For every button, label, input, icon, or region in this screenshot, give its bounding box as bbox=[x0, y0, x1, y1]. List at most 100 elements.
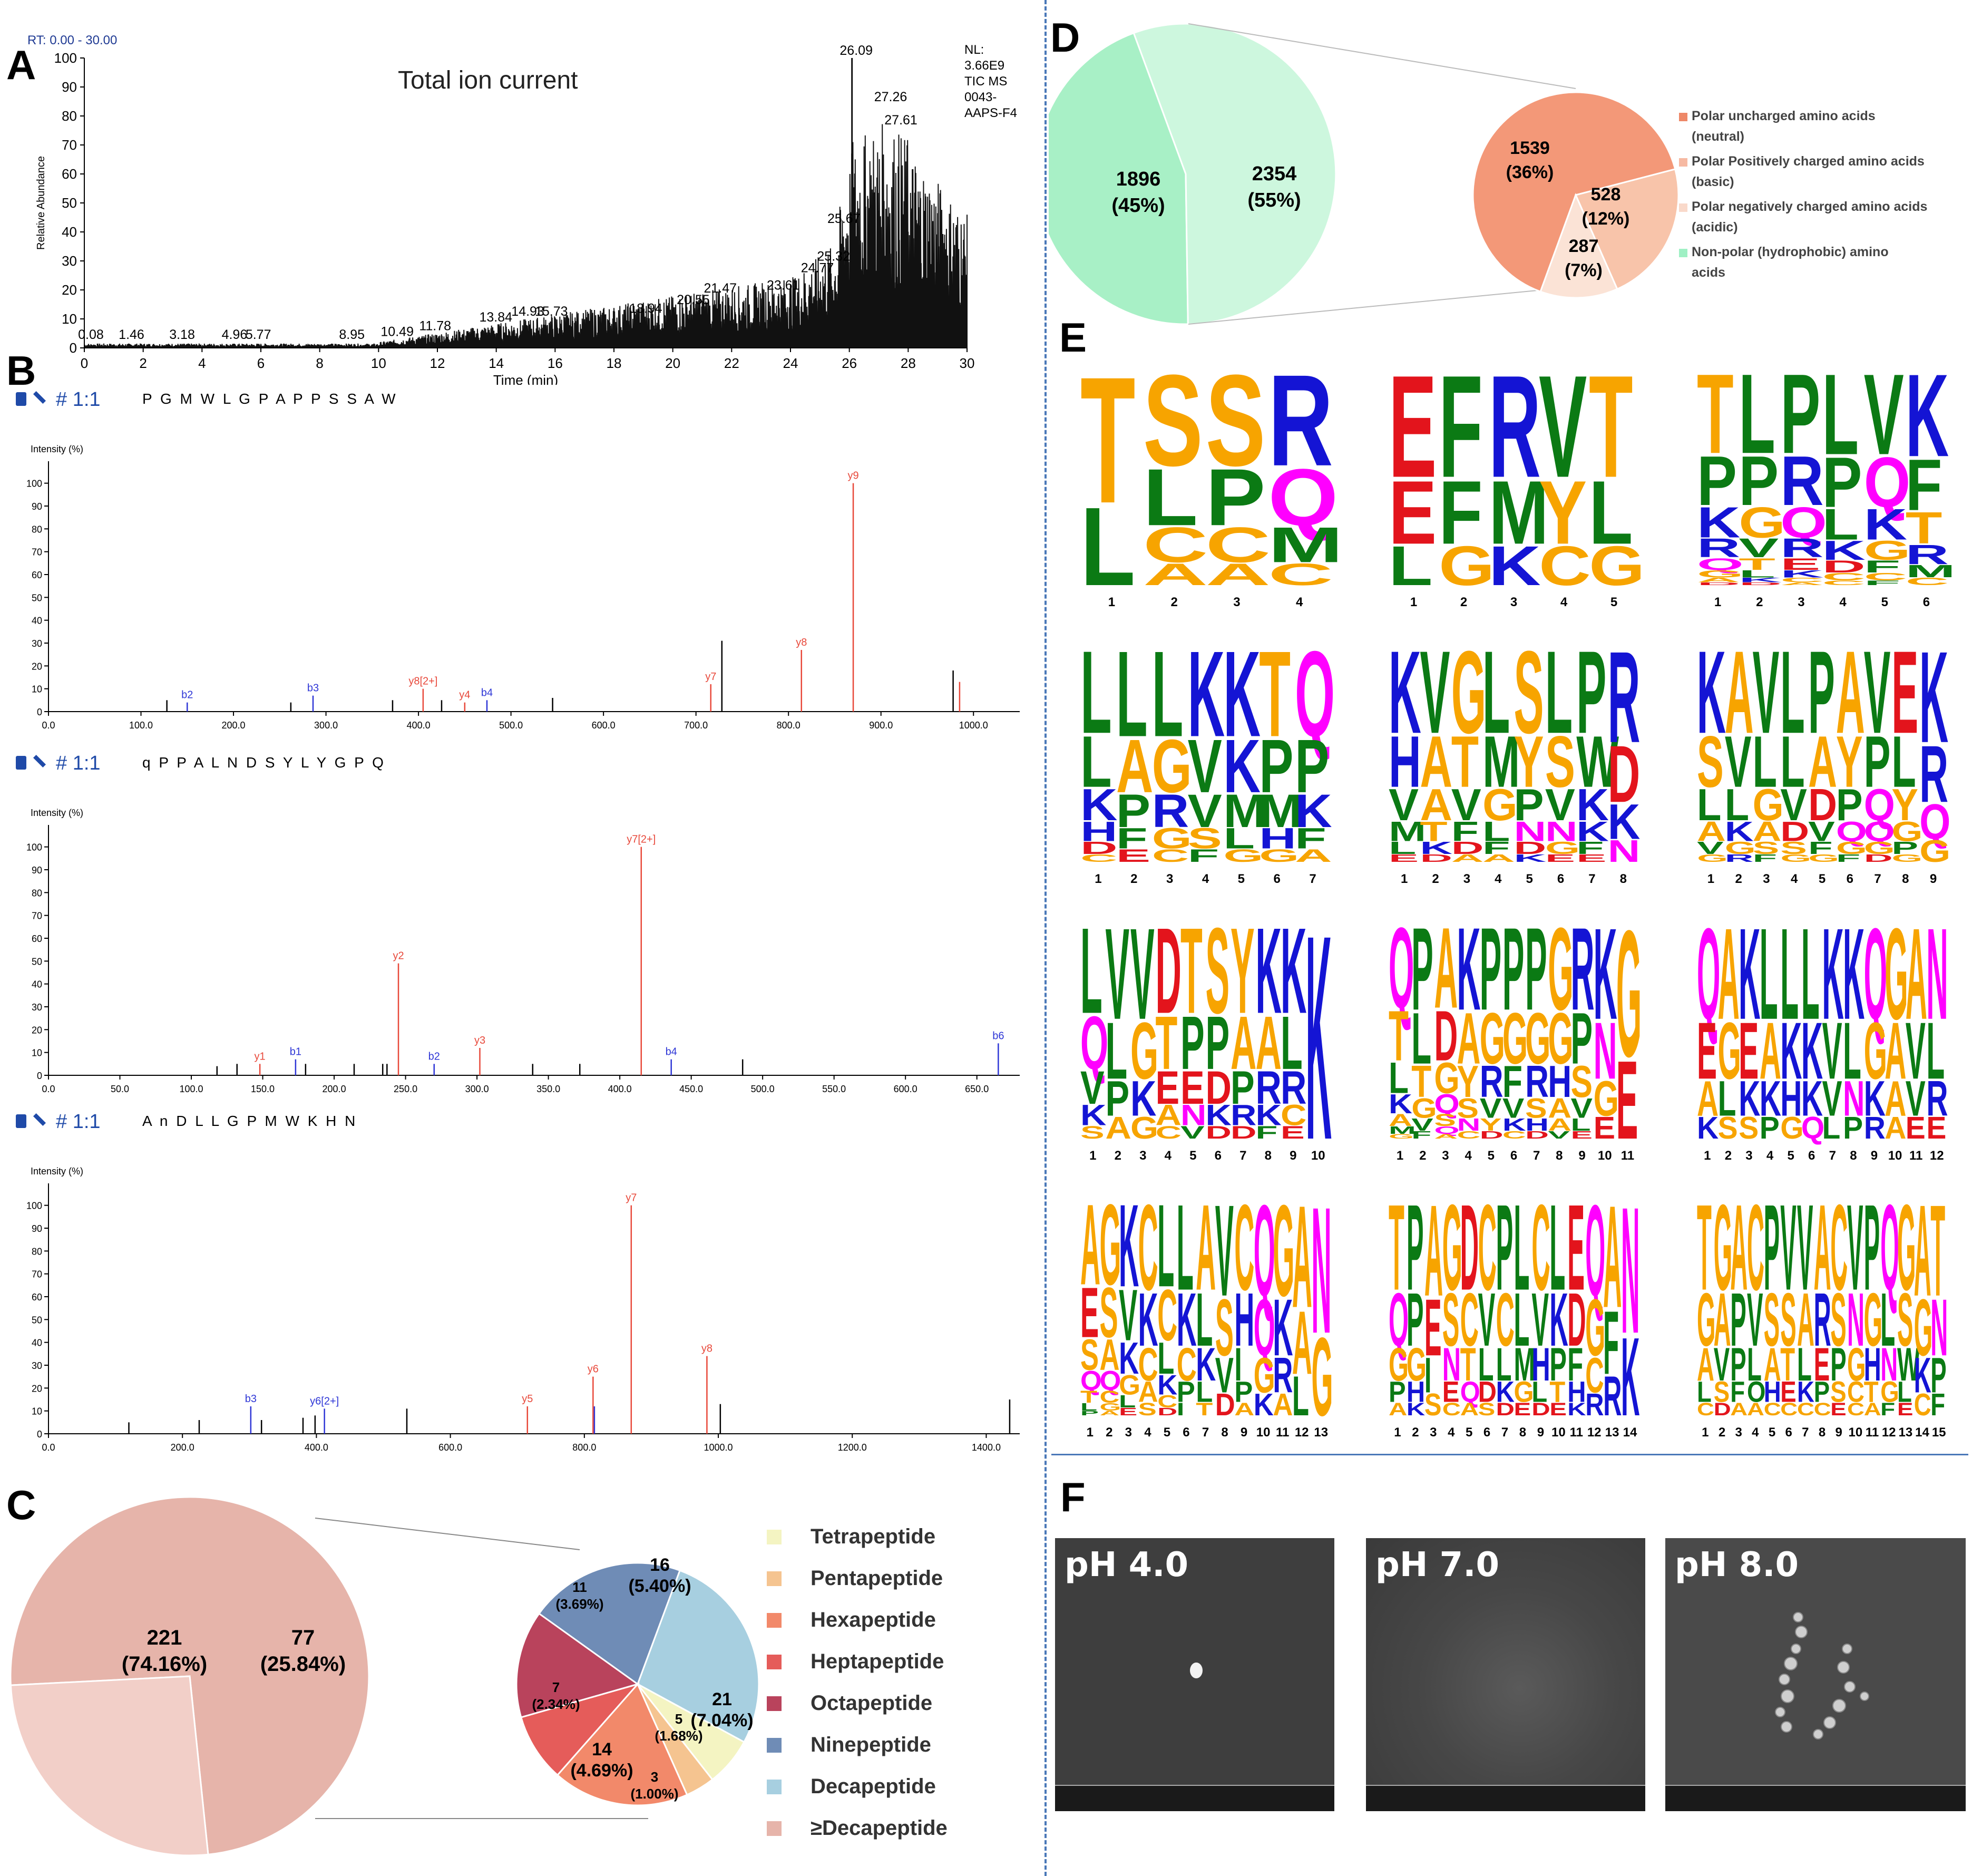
logo-position: 5 bbox=[1769, 1425, 1775, 1440]
logo-letter: A bbox=[1389, 1111, 1412, 1130]
logo-letter: A bbox=[1808, 721, 1837, 802]
logo-position: 8 bbox=[1819, 1425, 1825, 1440]
logo-letter: G bbox=[1585, 1283, 1605, 1373]
logo-letter: I bbox=[1234, 1338, 1242, 1391]
logo-position: 9 bbox=[1537, 1425, 1544, 1440]
slice-percent: (3.69%) bbox=[555, 1596, 603, 1612]
logo-letter: Q bbox=[1919, 794, 1950, 850]
logo-letter: P bbox=[1864, 721, 1891, 802]
legend-label: Octapeptide bbox=[811, 1692, 932, 1715]
logo-position: 3 bbox=[1139, 1149, 1146, 1163]
logo-letter: E bbox=[1080, 1272, 1099, 1353]
logo-letter: Q bbox=[1389, 1277, 1409, 1362]
y-tick-label: 50 bbox=[32, 1315, 42, 1325]
logo-position: 11 bbox=[1276, 1425, 1289, 1440]
logo-letter: L bbox=[1571, 1115, 1591, 1134]
logo-letter: E bbox=[1514, 1399, 1531, 1419]
logo-letter: P bbox=[1259, 724, 1293, 809]
logo-letter: F bbox=[1880, 1399, 1895, 1419]
logo-letter: G bbox=[1100, 1180, 1121, 1309]
breakdown-pie-slice bbox=[515, 1612, 640, 1718]
peak-label: 23.61 bbox=[767, 278, 800, 293]
logo-letter: A bbox=[1725, 627, 1754, 758]
logo-letter: L bbox=[1801, 901, 1820, 1047]
x-tick-label: 2 bbox=[139, 355, 147, 371]
logo-letter: L bbox=[1926, 1006, 1945, 1096]
logo-letter: C bbox=[1460, 1277, 1479, 1362]
logo-letter: L bbox=[1822, 349, 1859, 478]
y-tick-label: 80 bbox=[62, 108, 77, 124]
logo-letter: L bbox=[1514, 1277, 1530, 1362]
legend-label: Polar uncharged amino acids bbox=[1692, 109, 1876, 123]
logo-position: 7 bbox=[1829, 1149, 1836, 1163]
legend-label: Heptapeptide bbox=[811, 1650, 944, 1673]
logo-letter: A bbox=[1273, 1387, 1293, 1422]
logo-position: 1 bbox=[1087, 1425, 1094, 1440]
slice-percent: (7%) bbox=[1565, 260, 1603, 280]
logo-letter: P bbox=[1739, 442, 1779, 520]
logo-letter: G bbox=[1718, 1006, 1741, 1096]
logo-letter: R bbox=[1603, 1365, 1622, 1427]
logo-letter: K bbox=[1223, 724, 1261, 809]
logo-letter: C bbox=[1157, 1275, 1177, 1356]
logo-letter: K bbox=[1780, 568, 1823, 580]
logo-letter: L bbox=[1760, 901, 1778, 1047]
logo-letter: F bbox=[1411, 1129, 1431, 1141]
logo-position: 3 bbox=[1763, 872, 1770, 886]
logo-letter: G bbox=[1152, 822, 1192, 855]
logo-letter: T bbox=[1180, 903, 1203, 1039]
peak-label: 13.84 bbox=[479, 310, 512, 325]
sem-label-ph8: pH 8.0 bbox=[1675, 1545, 1799, 1585]
logo-letter: Q bbox=[1864, 901, 1887, 1047]
logo-position: 5 bbox=[1526, 872, 1533, 886]
logo-letter: K bbox=[1822, 535, 1866, 566]
logo-position: 6 bbox=[1183, 1425, 1189, 1440]
x-tick-label: 6 bbox=[257, 355, 265, 371]
logo-letter: V bbox=[1548, 1129, 1570, 1141]
logo-letter: D bbox=[1480, 1129, 1504, 1141]
x-tick-label: 800.0 bbox=[777, 720, 800, 731]
logo-letter: G bbox=[1442, 1180, 1462, 1316]
logo-position: 8 bbox=[1221, 1425, 1228, 1440]
logo-position: 3 bbox=[1798, 595, 1804, 609]
logo-letter: Q bbox=[1434, 1089, 1459, 1120]
x-tick-label: 0 bbox=[81, 355, 88, 371]
logo-letter: V bbox=[1864, 349, 1904, 478]
logo-letter: L bbox=[1514, 1180, 1530, 1316]
x-tick-label: 500.0 bbox=[751, 1084, 775, 1094]
slice-percent: (1.68%) bbox=[655, 1728, 702, 1744]
logo-position: 11 bbox=[1570, 1425, 1583, 1440]
logo-letter: L bbox=[1389, 534, 1433, 597]
y-tick-label: 40 bbox=[32, 979, 42, 990]
peak-label: 27.61 bbox=[884, 113, 917, 128]
logo-letter: P bbox=[1496, 1180, 1514, 1316]
logo-position: 2 bbox=[1170, 595, 1177, 609]
logo-letter: F bbox=[1439, 346, 1483, 508]
logo-letter: Q bbox=[1295, 626, 1335, 762]
logo-letter: K bbox=[1594, 902, 1617, 1047]
logo-letter: H bbox=[1525, 1115, 1549, 1134]
logo-letter: D bbox=[1808, 780, 1837, 830]
logo-letter: G bbox=[1864, 839, 1895, 858]
logo-letter: S bbox=[1714, 1376, 1730, 1408]
logo-letter: T bbox=[1156, 1000, 1178, 1085]
logo-position: 14 bbox=[1623, 1425, 1637, 1440]
logo-position: 8 bbox=[1519, 1425, 1526, 1440]
logo-letter: H bbox=[1567, 1376, 1586, 1408]
logo-letter: A bbox=[1196, 1179, 1216, 1316]
logo-letter: R bbox=[1480, 1056, 1504, 1106]
logo-position: 10 bbox=[1311, 1149, 1325, 1163]
logo-letter: Y bbox=[1539, 462, 1587, 563]
logo-letter: V bbox=[1847, 1180, 1863, 1316]
logo-letter: S bbox=[1206, 348, 1266, 494]
logo-letter: F bbox=[1906, 444, 1942, 526]
logo-letter: A bbox=[1814, 1180, 1831, 1316]
logo-letter: A bbox=[1434, 903, 1458, 1032]
logo-letter: F bbox=[1930, 1387, 1945, 1422]
logo-letter: R bbox=[1725, 852, 1754, 864]
logo-letter: P bbox=[1549, 1338, 1567, 1391]
x-tick-label: 24 bbox=[783, 355, 798, 371]
logo-letter: D bbox=[1864, 852, 1893, 864]
logo-position: 1 bbox=[1704, 1149, 1711, 1163]
tic-chart: RT: 0.00 - 30.00 Total ion current NL: 3.66… bbox=[27, 33, 1017, 385]
